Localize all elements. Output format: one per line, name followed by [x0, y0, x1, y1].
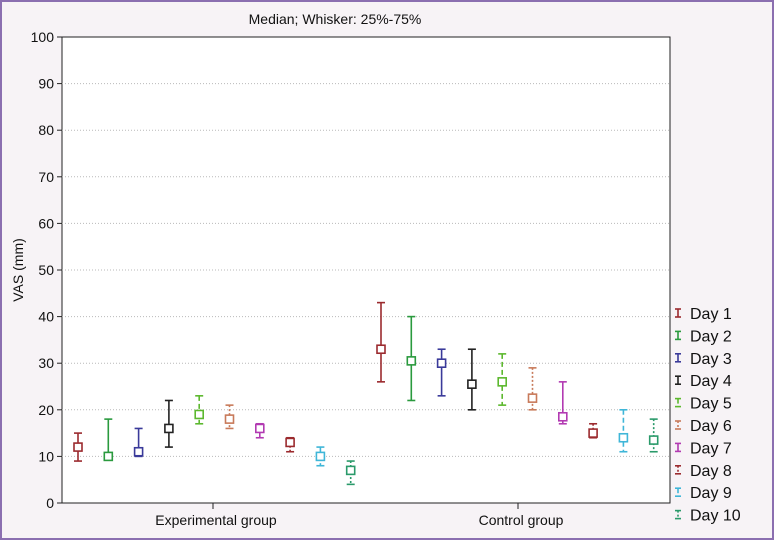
legend-item: Day 5	[675, 396, 732, 413]
legend-item: Day 3	[675, 351, 732, 368]
median-marker	[103, 451, 114, 462]
x-tick-label: Experimental group	[155, 512, 277, 528]
box-day-10-experimental	[345, 460, 356, 486]
box-day-1-experimental	[73, 432, 83, 462]
median-marker	[648, 435, 659, 445]
y-axis-ticks: 0 10 20 30 40 50 60 70 80 90 100	[31, 29, 62, 511]
box-day-8-control	[588, 422, 598, 439]
y-tick-label: 0	[46, 495, 54, 511]
box-day-7-control	[557, 381, 568, 425]
legend-label: Day 6	[690, 418, 732, 435]
y-tick-label: 90	[38, 76, 54, 92]
legend-label: Day 10	[690, 508, 741, 525]
legend-label: Day 7	[690, 440, 732, 457]
median-marker	[164, 423, 174, 434]
median-marker	[406, 356, 417, 366]
box-day-8-experimental	[285, 436, 295, 453]
legend: Day 1 Day 2 Day 3 Day 4 Day 5 Day 6 Day 7 Day 8…	[675, 306, 741, 525]
box-day-6-experimental	[224, 404, 235, 430]
median-marker	[224, 414, 235, 424]
legend-label: Day 4	[690, 373, 732, 390]
median-marker	[467, 379, 477, 389]
box-day-5-control	[497, 353, 508, 406]
box-day-7-experimental	[255, 422, 265, 439]
box-day-2-experimental	[103, 418, 114, 462]
median-marker	[618, 432, 629, 443]
legend-label: Day 2	[690, 328, 732, 345]
y-tick-label: 70	[38, 169, 54, 185]
median-marker	[255, 423, 265, 434]
median-marker	[436, 358, 447, 369]
legend-item: Day 1	[675, 306, 732, 323]
median-marker	[315, 451, 326, 462]
legend-label: Day 1	[690, 306, 732, 323]
legend-item: Day 4	[675, 373, 732, 390]
box-day-1-control	[376, 301, 386, 383]
box-day-3-experimental	[133, 427, 144, 458]
y-tick-label: 100	[31, 29, 55, 45]
legend-label: Day 5	[690, 396, 732, 413]
y-tick-label: 40	[38, 309, 54, 325]
legend-label: Day 9	[690, 485, 732, 502]
legend-label: Day 3	[690, 351, 732, 368]
median-marker	[194, 409, 204, 420]
y-tick-label: 80	[38, 122, 54, 138]
median-marker	[557, 411, 568, 422]
median-marker	[588, 428, 598, 438]
box-day-4-experimental	[164, 399, 174, 448]
box-day-6-control	[527, 367, 538, 411]
data-marks	[73, 301, 659, 486]
median-marker	[345, 465, 356, 476]
y-tick-label: 20	[38, 402, 54, 418]
legend-item: Day 7	[675, 440, 732, 457]
x-tick-label: Control group	[479, 512, 564, 528]
box-day-9-control	[618, 408, 629, 453]
box-day-4-control	[467, 348, 477, 411]
box-day-9-experimental	[315, 446, 326, 467]
y-tick-label: 30	[38, 355, 54, 371]
median-marker	[376, 344, 386, 355]
median-marker	[133, 446, 144, 457]
box-day-2-control	[406, 315, 417, 402]
legend-label: Day 8	[690, 463, 732, 480]
box-day-10-control	[648, 418, 659, 453]
legend-item: Day 9	[675, 485, 732, 502]
legend-item: Day 10	[675, 508, 741, 525]
y-tick-label: 50	[38, 262, 54, 278]
median-marker	[497, 377, 508, 387]
y-axis-label: VAS (mm)	[10, 238, 26, 302]
legend-item: Day 8	[675, 463, 732, 480]
legend-item: Day 6	[675, 418, 732, 435]
chart-title: Median; Whisker: 25%-75%	[249, 11, 422, 27]
median-marker	[73, 442, 83, 452]
box-day-5-experimental	[194, 395, 204, 425]
box-day-3-control	[436, 348, 447, 397]
median-marker	[527, 393, 538, 403]
grid-lines	[62, 83, 670, 457]
median-marker	[285, 437, 295, 448]
legend-item: Day 2	[675, 328, 732, 345]
y-tick-label: 10	[38, 448, 54, 464]
x-axis-ticks: Experimental group Control group	[155, 503, 564, 528]
y-tick-label: 60	[38, 215, 54, 231]
